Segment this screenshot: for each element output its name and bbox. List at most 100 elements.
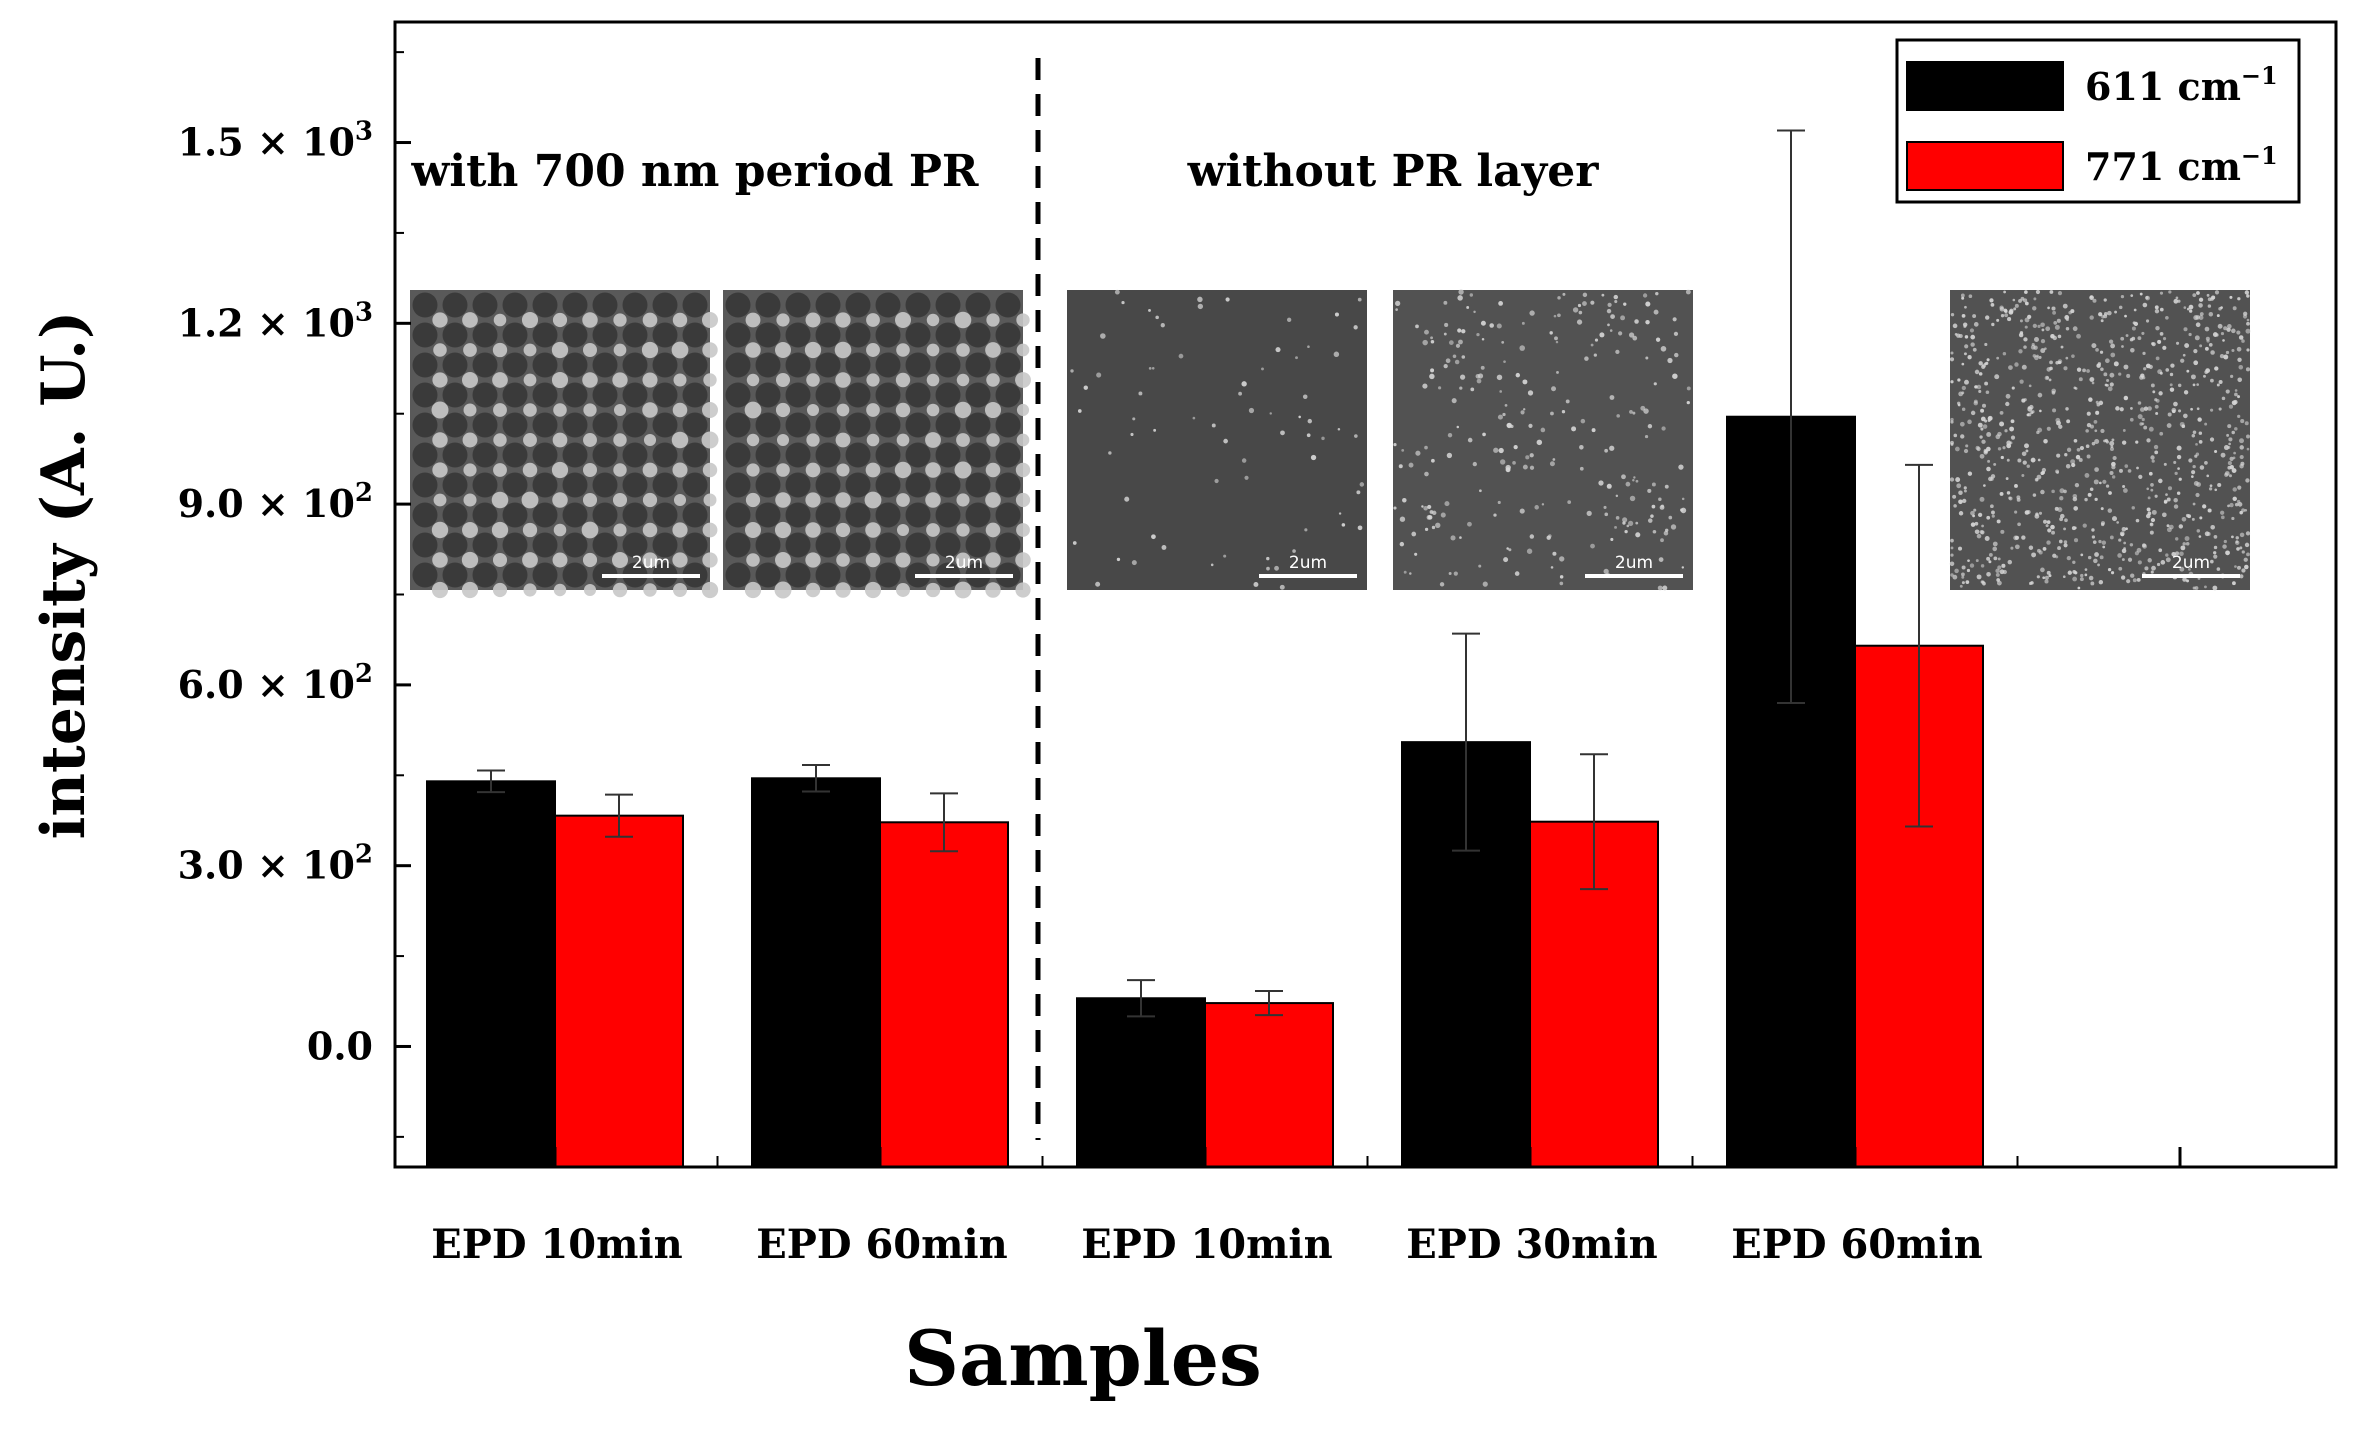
sem-particle <box>1559 575 1564 579</box>
sem-particle <box>2035 289 2041 295</box>
sem-pillar <box>592 352 618 378</box>
sem-particle <box>2008 496 2012 500</box>
bars <box>426 415 1984 1169</box>
sem-particle <box>2207 508 2212 513</box>
sem-pillar <box>442 442 468 468</box>
sem-particle <box>2220 332 2225 336</box>
sem-pillar <box>442 322 468 348</box>
sem-particle <box>1662 585 1668 591</box>
sem-particle <box>2135 440 2139 444</box>
sem-particle <box>2095 410 2100 415</box>
sem-pillar <box>905 472 931 498</box>
sem-particle <box>2234 502 2239 507</box>
sem-particle <box>1280 430 1285 436</box>
sem-particle <box>1653 309 1659 315</box>
sem-particle <box>2041 467 2047 473</box>
sem-pillar <box>935 322 961 348</box>
sem-particle <box>1178 353 1184 359</box>
sem-particle <box>2228 474 2232 478</box>
sem-particle <box>2066 419 2071 424</box>
sem-particle <box>2037 458 2041 462</box>
sem-particle <box>2036 354 2039 358</box>
sem-particle <box>1978 361 1983 366</box>
sem-particle <box>2165 557 2171 563</box>
sem-pillar <box>562 322 588 348</box>
sem-particle <box>2127 557 2133 562</box>
sem-particle <box>703 373 717 387</box>
sem-particle <box>2237 485 2242 490</box>
sem-particle <box>1550 566 1554 569</box>
sem-particle <box>2148 471 2153 476</box>
sem-particle <box>2072 560 2076 564</box>
sem-particle <box>2192 430 2197 435</box>
sem-pillar <box>965 382 991 408</box>
sem-particle <box>2196 383 2200 386</box>
sem-pillar <box>472 442 498 468</box>
sem-particle <box>1953 504 1957 508</box>
sem-pillar <box>442 502 468 528</box>
sem-particle <box>2244 421 2249 426</box>
sem-particle <box>2182 577 2187 582</box>
sem-particle <box>2161 512 2167 518</box>
sem-particle <box>2092 298 2097 303</box>
sem-particle <box>2236 330 2241 335</box>
sem-particle <box>1552 551 1557 556</box>
sem-particle <box>2246 294 2250 298</box>
sem-inset-image: 2um <box>1949 289 2251 591</box>
sem-particle <box>1632 479 1635 482</box>
sem-particle <box>926 403 940 417</box>
sem-particle <box>2110 343 2116 349</box>
sem-pillar <box>725 442 751 468</box>
sem-particle <box>776 313 790 327</box>
sem-particle <box>1963 325 1967 328</box>
sem-particle <box>1983 484 1986 487</box>
sem-particle <box>1989 298 1994 303</box>
sem-particle <box>2142 302 2148 308</box>
sem-pillar <box>755 292 781 318</box>
sem-particle <box>1610 537 1614 541</box>
sem-particle <box>2193 315 2199 321</box>
sem-particle <box>2063 543 2068 548</box>
sem-particle <box>2136 466 2139 470</box>
sem-particle <box>2143 406 2149 411</box>
sem-particle <box>1672 373 1678 379</box>
sem-particle <box>2169 372 2174 377</box>
sem-particle <box>1016 433 1030 447</box>
sem-particle <box>2073 386 2077 390</box>
sem-particle <box>2124 314 2127 318</box>
sem-particle <box>493 403 507 417</box>
sem-particle <box>1590 543 1595 549</box>
sem-particle <box>2065 356 2069 360</box>
sem-particle <box>1424 527 1429 532</box>
sem-particle <box>2196 291 2200 295</box>
sem-particle <box>2198 297 2204 302</box>
sem-particle <box>2220 510 2225 515</box>
sem-particle <box>2036 474 2042 480</box>
sem-particle <box>954 311 972 329</box>
sem-particle <box>1984 536 1990 541</box>
sem-pillar <box>532 502 558 528</box>
sem-particle <box>1992 546 1998 552</box>
sem-particle <box>551 371 569 389</box>
sem-particle <box>2084 497 2088 502</box>
sem-particle <box>2193 349 2198 354</box>
sem-particle <box>2188 458 2193 463</box>
sem-particle <box>836 553 850 567</box>
sem-pillar <box>905 412 931 438</box>
sem-pillar <box>532 472 558 498</box>
sem-particle <box>2189 309 2193 313</box>
sem-particle <box>2002 569 2007 575</box>
sem-particle <box>1658 497 1662 502</box>
sem-particle <box>1655 291 1659 296</box>
sem-particle <box>805 462 821 478</box>
sem-particle <box>1980 427 1984 431</box>
sem-particle <box>2166 497 2171 502</box>
sem-particle <box>2028 384 2032 388</box>
sem-particle <box>2100 507 2104 511</box>
sem-particle <box>2167 412 2172 417</box>
sem-pillar <box>845 292 871 318</box>
sem-particle <box>1594 338 1599 342</box>
sem-particle <box>1645 319 1650 325</box>
legend-swatch <box>1906 61 2064 111</box>
sem-particle <box>1500 459 1506 465</box>
